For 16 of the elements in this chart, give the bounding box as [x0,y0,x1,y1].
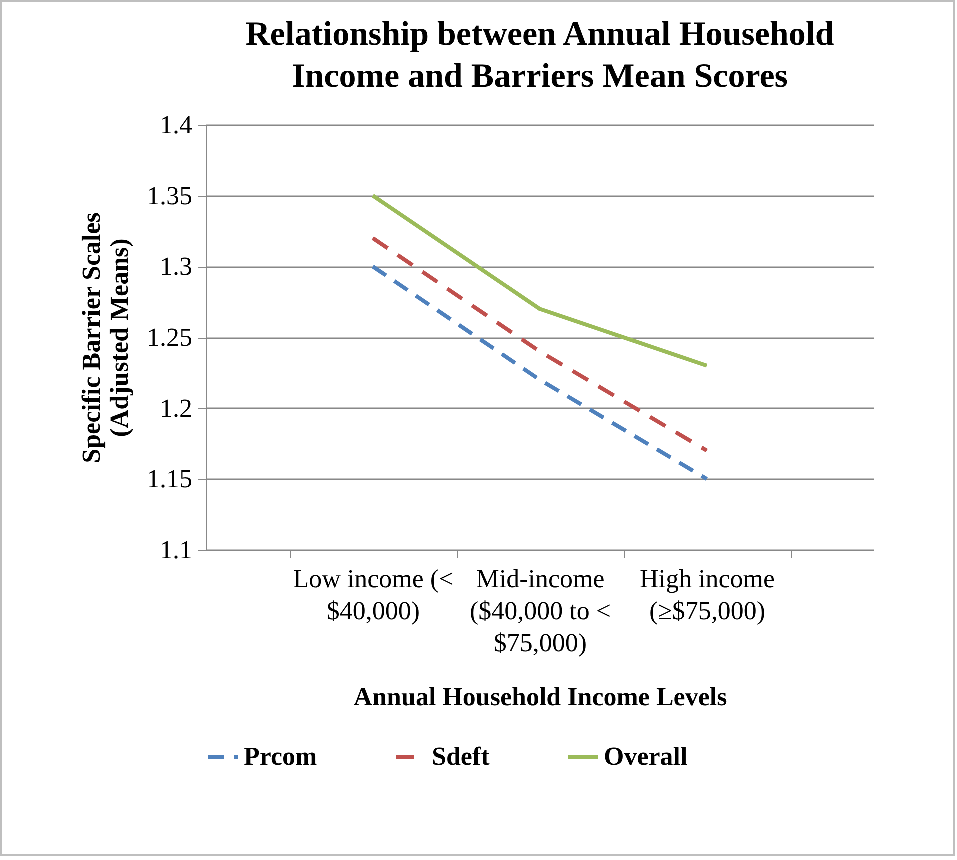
legend-label: Overall [604,742,688,771]
x-tick-label: Mid-income ($40,000 to < $75,000) [470,564,612,658]
y-tick-label: 1.2 [160,394,192,423]
y-tick-label: 1.35 [147,181,192,210]
x-tick-label: Low income (< $40,000) [293,564,454,626]
y-axis-title: Specific Barrier Scales (Adjusted Means) [77,212,134,464]
chart-title: Relationship between Annual Household Income and Barriers Mean Scores [246,16,834,95]
legend-label: Prcom [244,742,318,771]
y-tick-label: 1.3 [160,252,192,282]
y-tick-label: 1.4 [160,110,192,140]
y-tick-label: 1.25 [147,323,192,352]
y-tick-label: 1.15 [147,464,192,494]
legend-label: Sdeft [432,742,490,771]
x-tick-label: High income (≥$75,000) [640,564,776,626]
y-tick-label: 1.1 [160,536,192,564]
x-axis-title: Annual Household Income Levels [354,682,728,712]
